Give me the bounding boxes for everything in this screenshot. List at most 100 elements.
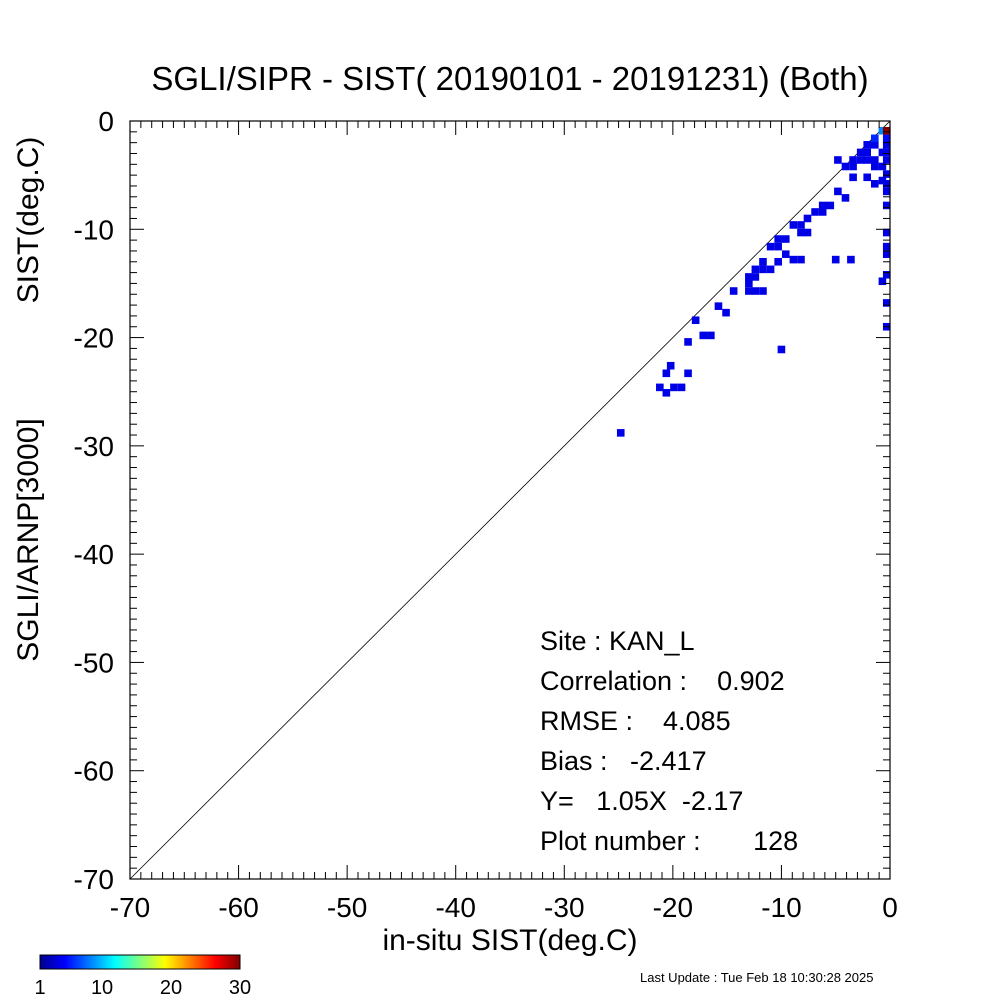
- heatmap-cell: [797, 228, 805, 237]
- axis-ticks: [129, 120, 891, 880]
- heatmap-cell: [856, 148, 865, 157]
- heatmap-cell: [781, 235, 790, 243]
- heatmap-cell: [766, 242, 775, 251]
- y-tick-label: -20: [74, 323, 114, 354]
- heatmap-cell: [826, 201, 835, 210]
- heatmap-cell: [882, 250, 891, 258]
- y-tick-label: -40: [74, 539, 114, 570]
- colorbar-tick-label: 20: [160, 977, 182, 999]
- heatmap-cell: [751, 273, 760, 281]
- one-to-one-line: [129, 120, 891, 880]
- heatmap-cell: [811, 208, 819, 216]
- heatmap-cell: [834, 187, 842, 196]
- heatmap-cell: [878, 126, 887, 135]
- heatmap-cell: [878, 277, 887, 286]
- heatmap-cell: [871, 141, 879, 149]
- heatmap-cell: [803, 228, 812, 237]
- heatmap-cell: [882, 242, 891, 251]
- heatmap-cell: [745, 279, 753, 288]
- colorbar-tick-label: 1: [34, 977, 45, 999]
- heatmap-cell: [789, 221, 798, 229]
- heatmap-cell: [759, 257, 767, 266]
- x-axis-title: in-situ SIST(deg.C): [382, 924, 637, 957]
- colorbar-tick-label: 30: [229, 977, 251, 999]
- colorbar-tick-label: 10: [91, 977, 113, 999]
- heatmap-cell: [882, 299, 891, 307]
- heatmap-cell: [878, 162, 887, 171]
- x-tick-label: -10: [761, 892, 801, 923]
- stat-rmse: RMSE : 4.085: [540, 706, 731, 736]
- heatmap-cell: [863, 156, 871, 164]
- x-tick-label: 0: [882, 892, 898, 923]
- heatmap-cell: [751, 265, 760, 274]
- heatmap-cell: [871, 156, 879, 164]
- heatmap-cell: [871, 180, 879, 188]
- heatmap-cell: [882, 228, 891, 237]
- y-tick-label: -10: [74, 214, 114, 245]
- heatmap-cell: [691, 316, 700, 325]
- y-axis-title-line-1: SGLI/ARNP[3000]: [12, 418, 45, 661]
- heatmap-cell: [662, 389, 671, 397]
- stat-bias: Bias : -2.417: [540, 746, 707, 776]
- heatmap-cell: [863, 148, 871, 157]
- heatmap-cell: [871, 162, 879, 171]
- last-update-text: Last Update : Tue Feb 18 10:30:28 2025: [640, 970, 873, 985]
- heatmap-cell: [766, 265, 775, 274]
- stat-site: Site : KAN_L: [540, 626, 695, 656]
- heatmap-cell: [777, 345, 786, 354]
- heatmap-cell: [849, 162, 857, 171]
- chart-title: SGLI/SIPR - SIST( 20190101 - 20191231) (…: [151, 60, 868, 97]
- heatmap-cell: [670, 383, 678, 392]
- y-tick-label: -70: [74, 864, 114, 895]
- heatmap-cell: [751, 287, 760, 295]
- heatmap-cell: [882, 180, 891, 188]
- heatmap-cell: [878, 148, 887, 157]
- heatmap-cell: [729, 287, 738, 295]
- x-tick-label: -30: [544, 892, 584, 923]
- heatmap-cell: [781, 250, 790, 258]
- heatmap-cell: [818, 201, 827, 210]
- heatmap-cell: [831, 255, 840, 264]
- heatmap-cell: [856, 156, 865, 164]
- heatmap-cell: [871, 134, 879, 143]
- stats-box: Site : KAN_L Correlation : 0.902 RMSE : …: [540, 626, 798, 856]
- heatmap-cell: [707, 331, 715, 340]
- heatmap-cell: [882, 187, 891, 196]
- heatmap-cell: [847, 255, 855, 264]
- stat-plot-number: Plot number : 128: [540, 826, 798, 856]
- heatmap-cell: [818, 208, 827, 216]
- heatmap-cell: [797, 255, 805, 264]
- heatmap-cell: [684, 369, 692, 378]
- heatmap-cell: [662, 369, 671, 378]
- colorbar: 1 10 20 30: [34, 954, 251, 999]
- heatmap-cell: [882, 201, 891, 210]
- heatmap-cell: [882, 156, 891, 164]
- heatmap-cell: [666, 361, 675, 370]
- x-tick-label: -50: [327, 892, 367, 923]
- heatmap-cell: [774, 242, 782, 251]
- y-axis-title-line-2: SIST(deg.C): [12, 137, 45, 304]
- heatmap-cell: [882, 126, 891, 135]
- heatmap-cell: [714, 302, 723, 310]
- x-tick-labels: -70 -60 -50 -40 -30 -20 -10 0: [110, 892, 898, 923]
- x-tick-label: -40: [435, 892, 475, 923]
- heatmap-cell: [789, 255, 798, 264]
- heatmap-cell: [834, 156, 842, 164]
- stat-correlation: Correlation : 0.902: [540, 666, 785, 696]
- y-tick-label: -50: [74, 647, 114, 678]
- colorbar-gradient: [39, 954, 241, 970]
- heatmap-cell: [677, 383, 686, 392]
- heatmap-cell: [841, 194, 850, 202]
- y-tick-labels: 0 -10 -20 -30 -40 -50 -60 -70: [74, 106, 114, 895]
- heatmap-cell: [797, 221, 805, 229]
- heatmap-cell: [745, 273, 753, 281]
- heatmap-cell: [759, 287, 767, 295]
- heatmap-cell: [882, 270, 891, 279]
- y-tick-label: 0: [98, 106, 114, 137]
- heatmap-cell: [882, 170, 891, 178]
- heatmap-cell: [841, 162, 850, 171]
- heatmap-cell: [684, 338, 692, 346]
- colorbar-tick-labels: 1 10 20 30: [34, 977, 251, 999]
- heatmap-cell: [745, 287, 753, 295]
